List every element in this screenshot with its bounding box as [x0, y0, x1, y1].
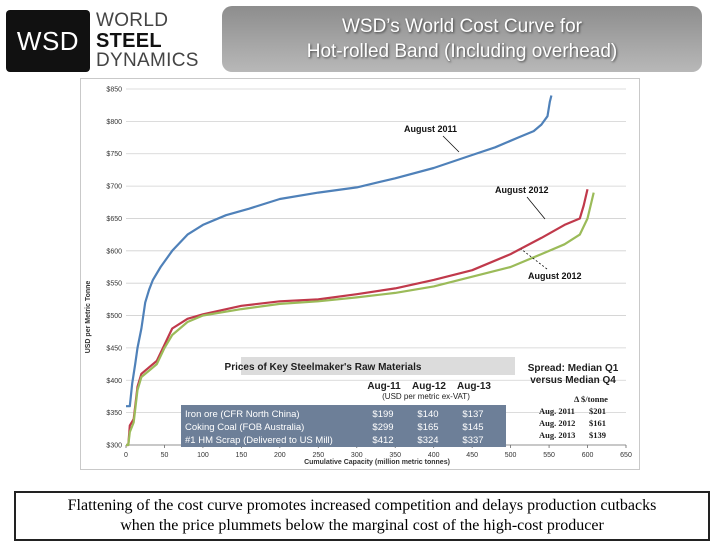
table-row-1-v2: $140: [417, 409, 438, 420]
y-tick-label: $800: [106, 119, 122, 126]
chart-series: [126, 95, 595, 447]
spread-title-1: Spread: Median Q1: [528, 363, 619, 374]
spread-panel: Spread: Median Q1 versus Median Q4 Δ $/t…: [528, 363, 619, 440]
x-tick-label: 100: [197, 452, 209, 459]
x-tick-label: 250: [312, 452, 324, 459]
cost-curve-chart: $300 $350 $400 $450 $500 $550 $600 $650 $700 $750…: [80, 78, 640, 470]
series-line-august-2013: [126, 192, 595, 447]
spread-delta-header: Δ $/tonne: [574, 394, 608, 404]
slide-caption: Flattening of the cost curve promotes in…: [14, 491, 710, 541]
table-row-3-v2: $324: [417, 435, 438, 446]
raw-materials-table: Prices of Key Steelmaker's Raw Materials…: [181, 357, 515, 447]
table-row-3-v1: $412: [372, 435, 393, 446]
y-axis-ticks: $300 $350 $400 $450 $500 $550 $600 $650 $700 $750…: [106, 87, 122, 450]
slide-title-line-2: Hot-rolled Band (Including overhead): [306, 41, 618, 62]
logo-line-steel: STEEL: [96, 30, 162, 52]
x-tick-label: 200: [274, 452, 286, 459]
spread-row-3-label: Aug. 2013: [539, 430, 575, 440]
y-tick-label: $500: [106, 313, 122, 320]
table-row-2-v2: $165: [417, 422, 438, 433]
wsd-logo-mark: WSD: [6, 10, 90, 72]
x-tick-label: 400: [428, 452, 440, 459]
x-axis-ticks: 0 50 100 150 200 250 300 350 400 450 500 550 600 650: [124, 444, 632, 459]
table-subtitle: (USD per metric ex-VAT): [382, 392, 470, 401]
spread-row-2-value: $161: [589, 418, 606, 428]
x-tick-label: 600: [582, 452, 594, 459]
slide-title-line-1: WSD’s World Cost Curve for: [341, 16, 582, 37]
spread-row-2-label: Aug. 2012: [539, 418, 575, 428]
y-tick-label: $850: [106, 87, 122, 94]
x-tick-label: 0: [124, 452, 128, 459]
y-tick-label: $550: [106, 281, 122, 288]
logo-mark-text: WSD: [16, 25, 80, 56]
caption-line-1: Flattening of the cost curve promotes in…: [67, 497, 657, 514]
annotation-arrow-2012-green: [520, 248, 548, 270]
table-year-2: Aug-12: [412, 381, 446, 392]
x-tick-label: 550: [543, 452, 555, 459]
y-tick-label: $650: [106, 216, 122, 223]
caption-line-2: when the price plummets below the margin…: [120, 517, 604, 534]
logo-line-world: WORLD: [96, 10, 169, 31]
y-tick-label: $450: [106, 345, 122, 352]
cost-curve-svg: $300 $350 $400 $450 $500 $550 $600 $650 $700 $750…: [85, 87, 632, 467]
x-tick-label: 50: [161, 452, 169, 459]
table-row-3-v3: $337: [462, 435, 483, 446]
x-tick-label: 450: [466, 452, 478, 459]
x-tick-label: 350: [389, 452, 401, 459]
table-row-1-v3: $137: [462, 409, 483, 420]
y-tick-label: $350: [106, 410, 122, 417]
y-tick-label: $700: [106, 184, 122, 191]
spread-row-3-value: $139: [589, 430, 606, 440]
table-row-1-v1: $199: [372, 409, 393, 420]
x-tick-label: 300: [351, 452, 363, 459]
spread-title-2: versus Median Q4: [530, 375, 616, 386]
x-tick-label: 500: [505, 452, 517, 459]
y-tick-label: $400: [106, 378, 122, 385]
logo-line-dynamics: DYNAMICS: [96, 50, 199, 71]
spread-row-1-label: Aug. 2011: [539, 406, 575, 416]
table-body-bg: [181, 405, 506, 447]
table-row-3-label: #1 HM Scrap (Delivered to US Mill): [185, 435, 333, 446]
wsd-logo-wordmark: WORLD STEEL DYNAMICS: [96, 11, 199, 71]
annotation-august-2011: August 2011: [404, 124, 457, 134]
x-tick-label: 150: [236, 452, 248, 459]
x-axis-label: Cumulative Capacity (million metric tonn…: [304, 459, 450, 466]
chart-annotations: August 2011 August 2012 August 2012: [404, 124, 582, 281]
annotation-arrow-2011: [442, 135, 460, 153]
table-title-bg: [241, 357, 515, 375]
y-tick-label: $300: [106, 443, 122, 450]
table-row-2-label: Coking Coal (FOB Australia): [185, 422, 304, 433]
x-tick-label: 650: [620, 452, 632, 459]
table-row-2-v1: $299: [372, 422, 393, 433]
table-row-1-label: Iron ore (CFR North China): [185, 409, 300, 420]
spread-row-1-value: $201: [589, 406, 606, 416]
slide-title-banner: WSD’s World Cost Curve for Hot-rolled Ba…: [222, 6, 702, 72]
y-tick-label: $750: [106, 151, 122, 158]
annotation-august-2012-red: August 2012: [495, 185, 549, 195]
table-year-3: Aug-13: [457, 381, 491, 392]
y-tick-label: $600: [106, 248, 122, 255]
y-axis-label: USD per Metric Tonne: [85, 281, 92, 354]
annotation-arrow-2012-red: [526, 196, 546, 220]
annotation-august-2012-green: August 2012: [528, 271, 582, 281]
table-row-2-v3: $145: [462, 422, 483, 433]
table-year-1: Aug-11: [367, 381, 401, 392]
table-title: Prices of Key Steelmaker's Raw Materials: [225, 362, 422, 373]
series-line-august-2011: [126, 95, 553, 408]
